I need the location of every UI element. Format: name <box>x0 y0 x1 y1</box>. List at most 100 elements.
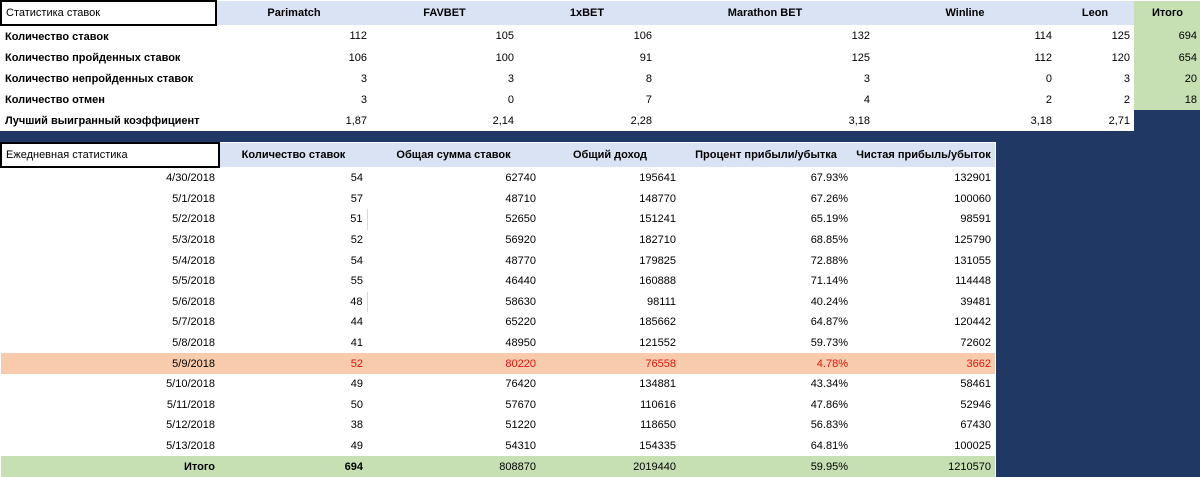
cell: 76558 <box>540 353 680 374</box>
date-cell: 5/1/2018 <box>172 192 215 205</box>
date-cell: 5/11/2018 <box>166 398 215 411</box>
col-header: Количество ставок <box>219 143 367 167</box>
cell: 125 <box>851 51 870 64</box>
cell: 46440 <box>505 275 536 288</box>
col-header: Общая сумма ставок <box>367 143 540 167</box>
row-label: Количество непройденных ставок <box>5 72 194 85</box>
table-row: 5/4/2018 54 48770 179825 72.88% 131055 <box>1 250 995 271</box>
cell: 65.19% <box>810 213 848 226</box>
date-cell: 5/10/2018 <box>166 378 215 391</box>
bet-stats-header: Статистика ставок Parimatch FAVBET 1xBET… <box>0 0 1200 26</box>
row-label: Лучший выигранный коэффициент <box>5 114 200 127</box>
col-header-total: Итого <box>1134 1 1200 25</box>
col-header: Parimatch <box>216 1 371 25</box>
cell: 106 <box>633 30 652 42</box>
cell: 114 <box>1034 30 1052 42</box>
cell: 54310 <box>505 440 536 453</box>
cell: 64.87% <box>810 316 848 329</box>
col-header: Процент прибыли/убытка <box>680 143 852 167</box>
cell: 1,87 <box>345 114 367 127</box>
cell: 132901 <box>954 171 991 184</box>
cell: 98591 <box>960 213 991 226</box>
table-row: 5/3/2018 52 56920 182710 68.85% 125790 <box>1 230 995 251</box>
cell: 57670 <box>505 398 536 411</box>
cell: 67.26% <box>810 192 848 205</box>
cell: 0 <box>1045 72 1052 85</box>
cell: 7 <box>645 93 652 106</box>
table-row: 5/10/2018 49 76420 134881 43.34% 58461 <box>1 374 995 395</box>
date-cell: 5/8/2018 <box>172 337 215 350</box>
cell: 105 <box>495 30 514 42</box>
date-cell: 5/3/2018 <box>172 234 215 247</box>
cell: 3,18 <box>1030 114 1052 127</box>
row-label: Количество пройденных ставок <box>5 51 181 64</box>
cell: 185662 <box>639 316 676 329</box>
cell: 195641 <box>639 171 676 184</box>
daily-stats-title: Ежедневная статистика <box>0 142 220 168</box>
row-label: Количество ставок <box>5 30 109 43</box>
table-row: 5/2/2018 51 52650 151241 65.19% 98591 <box>1 209 995 230</box>
total-label: Итого <box>1 456 219 477</box>
total-cell: 1210570 <box>852 456 995 477</box>
cell: 68.85% <box>810 234 848 247</box>
date-cell: 5/9/2018 <box>1 353 219 374</box>
cell: 47.86% <box>810 398 848 411</box>
col-header: FAVBET <box>371 1 518 25</box>
cell: 148770 <box>639 192 676 205</box>
total-cell: 18 <box>1134 89 1200 110</box>
cell: 54 <box>350 171 363 184</box>
bet-stats-title: Статистика ставок <box>0 0 217 26</box>
row-label: Количество отмен <box>5 93 105 106</box>
cell: 3 <box>1123 72 1130 85</box>
cell: 106 <box>348 51 367 64</box>
total-cell: 20 <box>1134 68 1200 89</box>
cell: 76420 <box>505 378 536 391</box>
date-cell: 5/13/2018 <box>166 440 215 453</box>
cell: 52946 <box>960 398 991 411</box>
daily-total-row: Итого 694 808870 2019440 59.95% 1210570 <box>1 456 995 477</box>
cell: 48710 <box>505 192 536 205</box>
col-header: Чистая прибыль/убыток <box>852 143 995 167</box>
cell: 48770 <box>505 254 536 267</box>
cell: 51 <box>350 213 363 226</box>
total-cell: 694 <box>219 456 367 477</box>
table-row: 4/30/2018 54 62740 195641 67.93% 132901 <box>1 167 995 189</box>
cell: 67.93% <box>810 171 848 184</box>
cell: 125 <box>1111 30 1130 42</box>
total-cell: 59.95% <box>680 456 852 477</box>
table-row: 5/8/2018 41 48950 121552 59.73% 72602 <box>1 333 995 354</box>
col-header: Winline <box>874 1 1056 25</box>
cell: 3 <box>507 72 514 85</box>
cell: 4 <box>863 93 870 106</box>
cell: 0 <box>507 93 514 106</box>
cell: 67430 <box>960 419 991 432</box>
cell: 72602 <box>960 337 991 350</box>
col-header: Marathon BET <box>656 1 874 25</box>
cell: 3,18 <box>848 114 870 127</box>
table-row: Количество отмен 3 0 7 4 2 2 18 <box>1 89 1200 110</box>
cell: 41 <box>350 337 363 350</box>
cell: 131055 <box>954 254 991 267</box>
cell: 38 <box>350 419 363 432</box>
cell: 40.24% <box>810 295 848 308</box>
cell: 49 <box>350 378 363 391</box>
cell: 100 <box>495 51 514 64</box>
date-cell: 5/5/2018 <box>172 275 215 288</box>
table-row: 5/13/2018 49 54310 154335 64.81% 100025 <box>1 436 995 457</box>
date-cell: 4/30/2018 <box>166 172 215 185</box>
cell: 44 <box>350 316 363 329</box>
cell: 49 <box>350 440 363 453</box>
bet-stats-table: Статистика ставок Parimatch FAVBET 1xBET… <box>0 0 1200 131</box>
cell: 54 <box>350 254 363 267</box>
date-cell: 5/6/2018 <box>172 295 215 308</box>
table-row: 5/5/2018 55 46440 160888 71.14% 114448 <box>1 271 995 292</box>
date-cell: 5/7/2018 <box>172 316 215 329</box>
cell: 52 <box>219 353 367 374</box>
cell: 62740 <box>505 171 536 184</box>
cell: 132 <box>851 30 870 42</box>
cell: 3 <box>360 93 367 106</box>
cell: 151241 <box>639 213 676 226</box>
cell: 55 <box>350 275 363 288</box>
daily-stats-header: Ежедневная статистика Количество ставок … <box>0 142 995 168</box>
table-row: 5/9/2018 52 80220 76558 4.78% 3662 <box>1 353 995 374</box>
